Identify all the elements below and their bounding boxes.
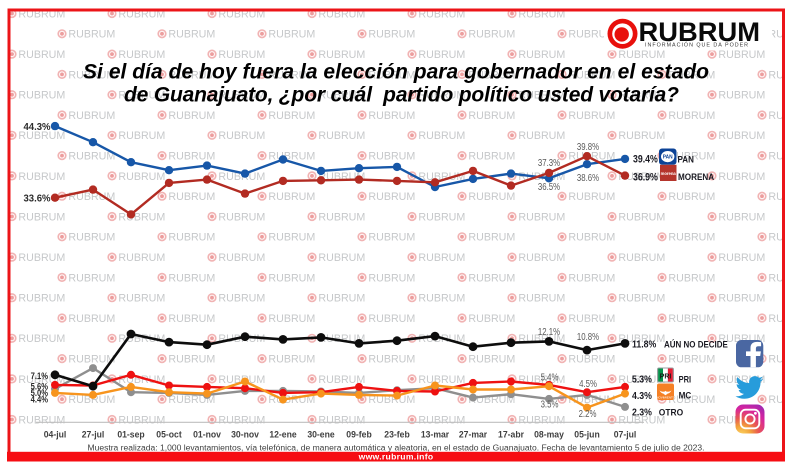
svg-text:30-nov: 30-nov — [231, 429, 260, 439]
svg-text:morena: morena — [661, 171, 677, 176]
svg-text:4.5%: 4.5% — [579, 378, 597, 389]
svg-text:27-mar: 27-mar — [459, 429, 488, 439]
svg-text:39.8%: 39.8% — [577, 141, 599, 152]
svg-text:13-mar: 13-mar — [421, 429, 450, 439]
svg-text:PRI: PRI — [660, 373, 672, 380]
svg-text:12-ene: 12-ene — [269, 429, 296, 439]
svg-text:01-sep: 01-sep — [117, 429, 145, 439]
svg-text:30-ene: 30-ene — [307, 429, 334, 439]
svg-text:3.5%: 3.5% — [541, 399, 559, 410]
svg-text:36.5%: 36.5% — [538, 181, 560, 192]
svg-text:PAN: PAN — [663, 154, 673, 161]
svg-text:08-may: 08-may — [534, 429, 564, 439]
svg-text:4.4%: 4.4% — [31, 394, 49, 405]
svg-text:09-feb: 09-feb — [346, 429, 372, 439]
svg-text:www.rubrum.info: www.rubrum.info — [358, 452, 434, 462]
svg-text:PAN: PAN — [678, 154, 694, 165]
svg-text:4.3%: 4.3% — [632, 390, 652, 402]
svg-text:RUBRUM: RUBRUM — [639, 17, 761, 47]
svg-text:05-oct: 05-oct — [156, 429, 181, 439]
svg-text:5.4%: 5.4% — [541, 372, 559, 383]
svg-text:44.3%: 44.3% — [23, 122, 50, 134]
svg-text:MC: MC — [679, 390, 692, 401]
svg-text:OTRO: OTRO — [659, 407, 683, 418]
svg-text:39.4%: 39.4% — [633, 154, 658, 166]
svg-text:17-abr: 17-abr — [498, 429, 524, 439]
svg-text:PRI: PRI — [679, 374, 691, 385]
svg-text:37.3%: 37.3% — [538, 157, 560, 168]
svg-text:38.6%: 38.6% — [577, 172, 599, 183]
svg-text:10.8%: 10.8% — [577, 331, 599, 342]
svg-text:05-jun: 05-jun — [574, 429, 599, 439]
svg-text:AÚN NO DECIDE: AÚN NO DECIDE — [664, 338, 728, 350]
svg-text:2.3%: 2.3% — [632, 407, 652, 419]
svg-text:MORENA: MORENA — [678, 171, 715, 182]
svg-text:12.1%: 12.1% — [538, 326, 560, 337]
svg-text:33.6%: 33.6% — [23, 193, 50, 205]
svg-text:01-nov: 01-nov — [193, 429, 222, 439]
svg-text:27-jul: 27-jul — [82, 429, 105, 439]
svg-text:23-feb: 23-feb — [384, 429, 410, 439]
svg-text:5.3%: 5.3% — [632, 374, 652, 386]
svg-text:MOVIMIENTO: MOVIMIENTO — [656, 395, 676, 399]
svg-text:5.6%: 5.6% — [31, 381, 49, 392]
svg-text:07-jul: 07-jul — [614, 429, 637, 439]
svg-text:2.2%: 2.2% — [579, 408, 597, 419]
svg-text:7.1%: 7.1% — [31, 370, 49, 381]
svg-text:36.9%: 36.9% — [633, 172, 658, 184]
svg-text:de Guanajuato, ¿por cuál part: de Guanajuato, ¿por cuál partido polític… — [124, 84, 679, 107]
svg-text:5.0%: 5.0% — [31, 387, 49, 398]
svg-text:INFORMACIÓN QUE DA PODER: INFORMACIÓN QUE DA PODER — [645, 41, 749, 48]
svg-text:04-jul: 04-jul — [44, 429, 67, 439]
svg-text:Si el día de hoy fuera la elec: Si el día de hoy fuera la elección para … — [83, 61, 709, 84]
svg-text:Muestra realizada: 1,000 levan: Muestra realizada: 1,000 levantamientos,… — [88, 443, 705, 452]
svg-text:11.8%: 11.8% — [632, 339, 657, 351]
